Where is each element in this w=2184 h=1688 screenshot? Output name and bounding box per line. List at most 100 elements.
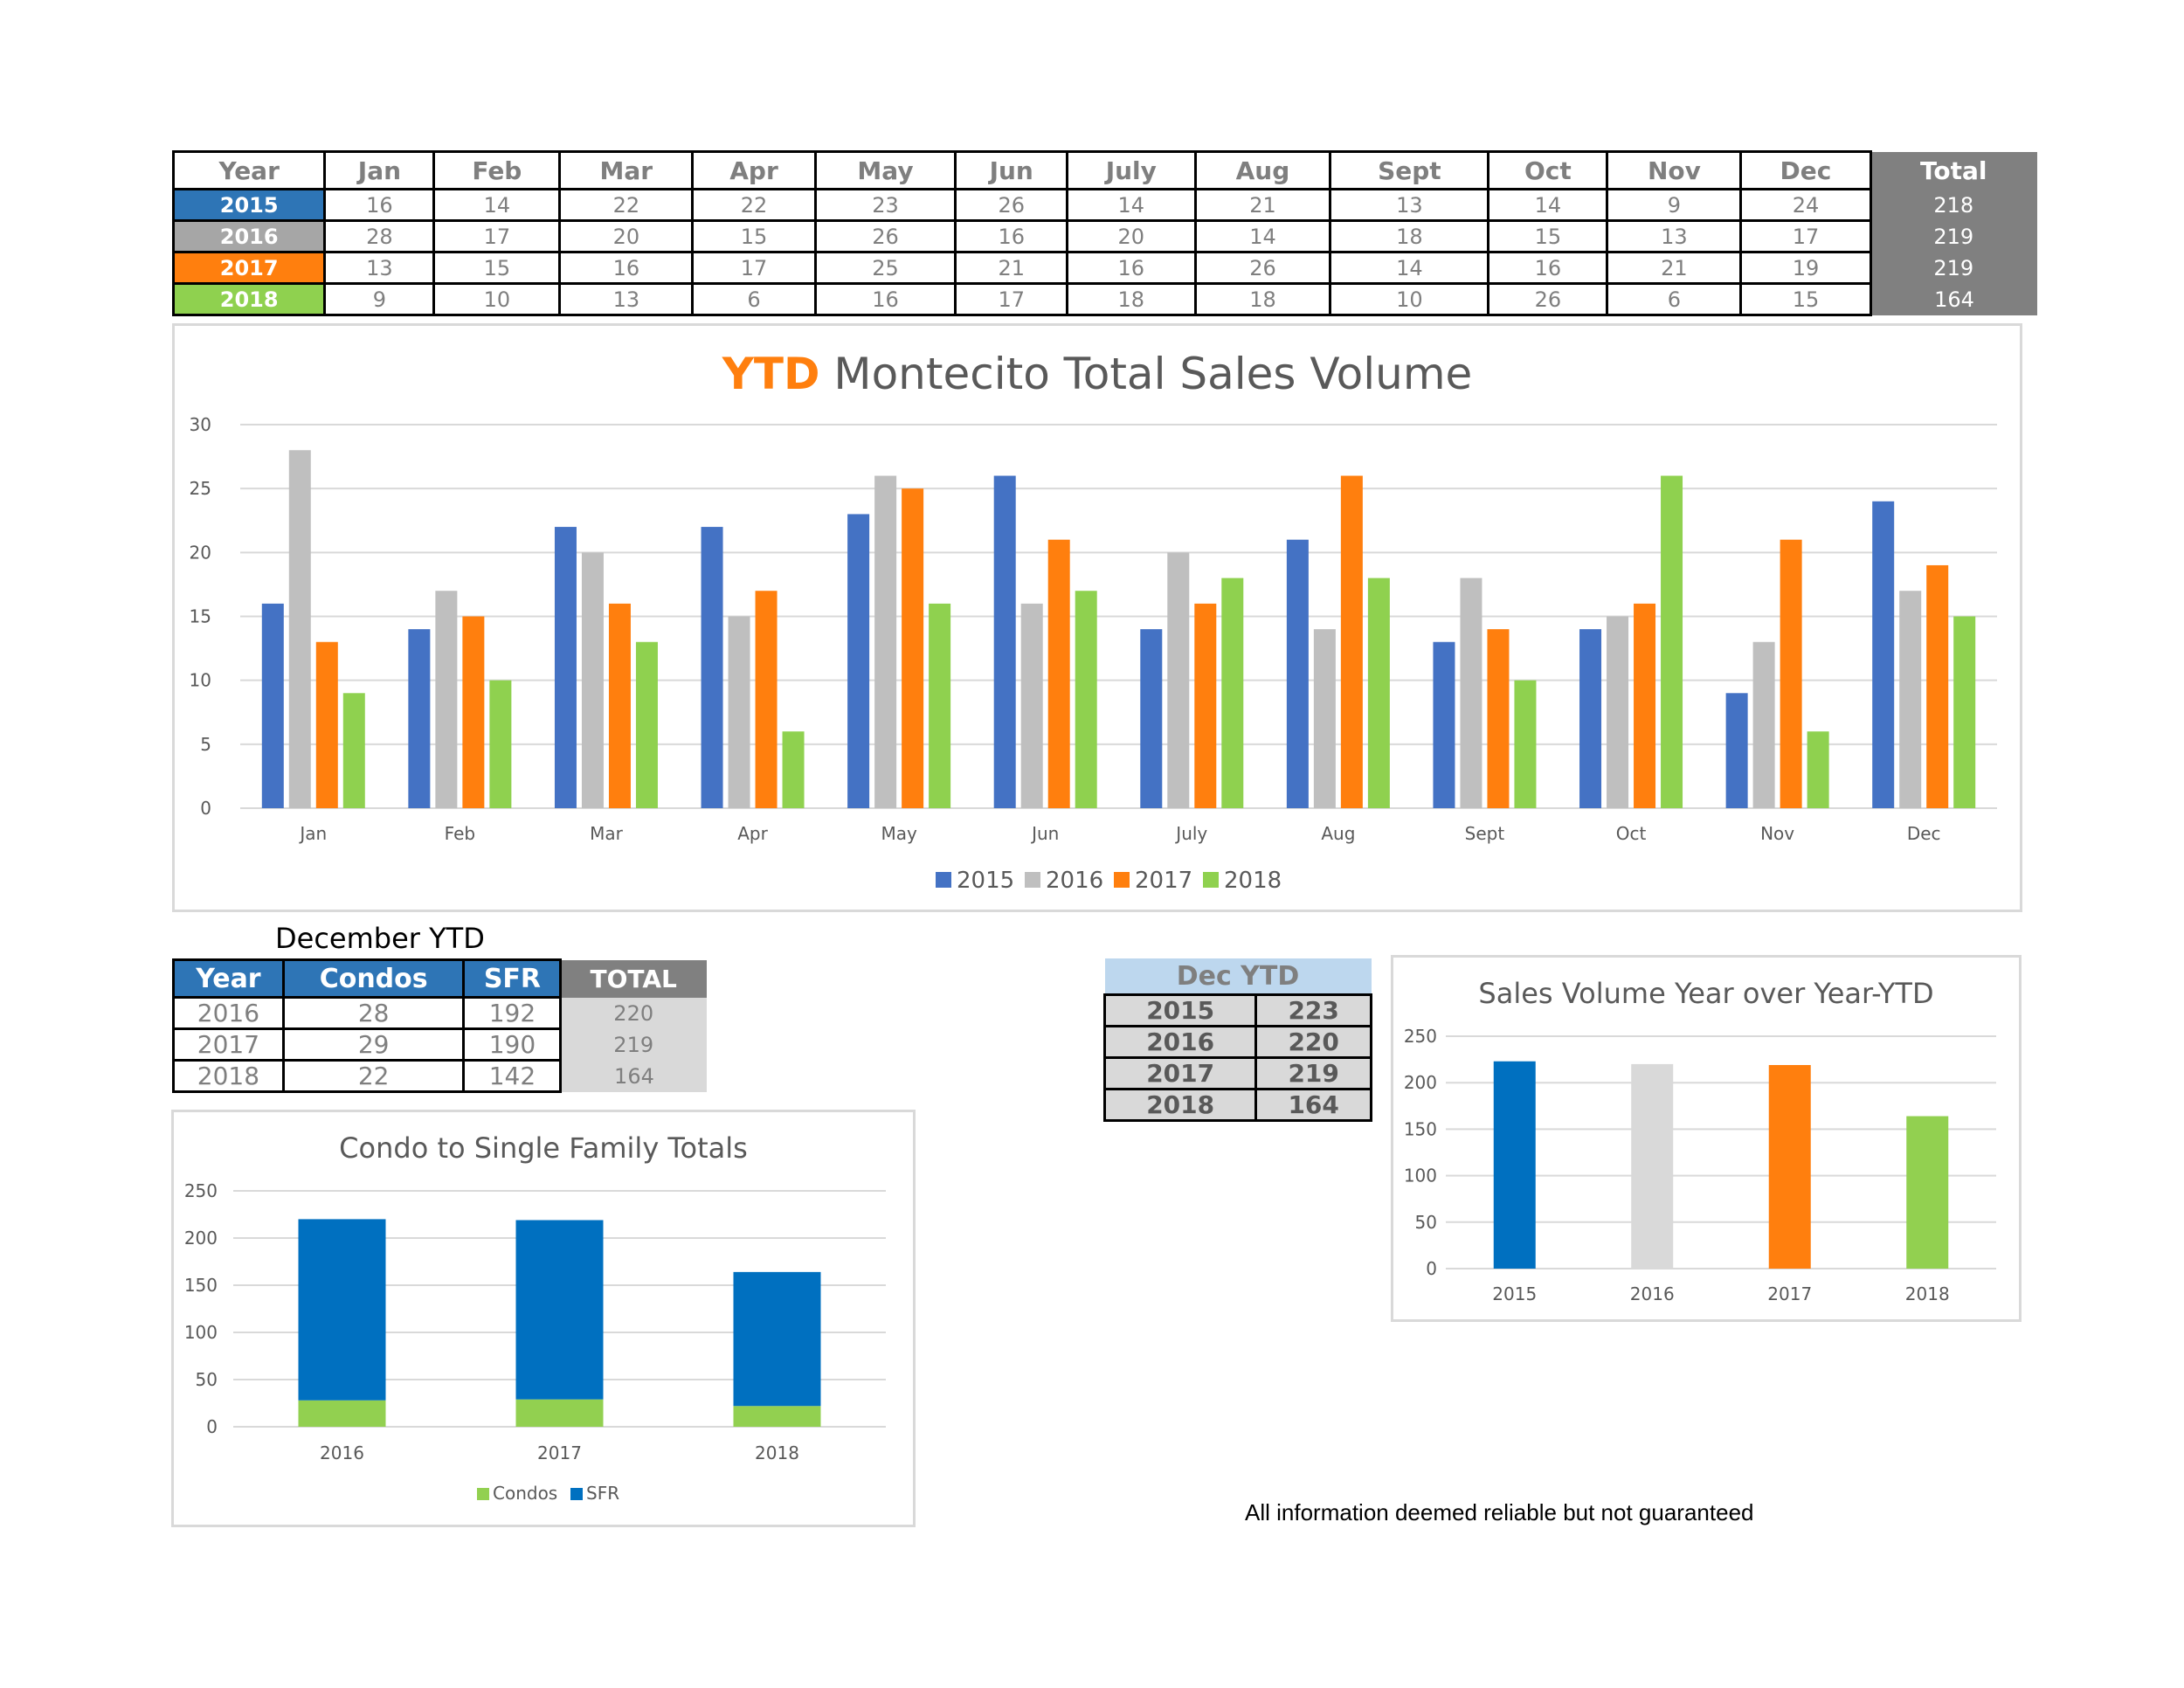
yoy-chart-svg: Sales Volume Year over Year-YTD 0 50 100 150… — [1404, 977, 1996, 1304]
table-header-row: Dec YTD — [1104, 958, 1372, 996]
value-cell: 17 — [432, 219, 562, 253]
header-cell: Sept — [1329, 150, 1490, 190]
x-tick-label: July — [1174, 823, 1207, 844]
table-row: 2016 28 17 20 15 26 16 20 14 18 15 13 17 219 — [171, 219, 2037, 253]
bar-2018-July — [1221, 578, 1244, 808]
header-cell: July — [1066, 150, 1197, 190]
y-tick-label: 20 — [190, 542, 211, 563]
condos-cell: 29 — [281, 1027, 466, 1062]
bar-SFR-2017 — [515, 1220, 604, 1400]
value-cell: 26 — [1193, 251, 1332, 285]
bar-2016-Jun — [1020, 603, 1043, 808]
x-tick-label: 2018 — [755, 1442, 799, 1463]
table-row: 2015 223 — [1102, 993, 1372, 1027]
header-cell: Feb — [432, 150, 562, 190]
condos-cell: 22 — [281, 1059, 466, 1093]
y-tick-label: 0 — [200, 798, 211, 819]
legend-label: 2017 — [1135, 868, 1192, 894]
bar-2017-Jun — [1047, 539, 1070, 808]
y-tick-label: 50 — [196, 1369, 218, 1390]
legend-label: 2015 — [957, 868, 1014, 894]
bar-2015-Aug — [1286, 539, 1309, 808]
bar-2016-Feb — [435, 591, 458, 808]
value-cell: 23 — [813, 188, 957, 222]
table-row: 2017 219 — [1102, 1056, 1372, 1090]
x-tick-label: 2018 — [1905, 1283, 1950, 1304]
value-cell: 6 — [1606, 282, 1743, 316]
bar-2015-Oct — [1579, 629, 1602, 808]
value-cell: 16 — [558, 251, 695, 285]
value-cell: 17 — [1739, 219, 1872, 253]
table-row: 2018 164 — [1102, 1088, 1372, 1122]
value-cell: 13 — [1606, 219, 1743, 253]
bar-Condos-2017 — [515, 1399, 604, 1427]
value-cell: 20 — [558, 219, 695, 253]
chart-title-highlight: YTD — [722, 349, 820, 399]
total-cell: 219 — [1870, 252, 2037, 284]
bar-SFR-2018 — [733, 1271, 821, 1407]
chart-title: YTD Montecito Total Sales Volume — [722, 349, 1473, 399]
table-row: 2018 9 10 13 6 16 17 18 18 10 26 6 15 164 — [171, 282, 2037, 316]
value-cell: 17 — [691, 251, 817, 285]
value-cell: 14 — [1193, 219, 1332, 253]
table-header-row: Year Jan Feb Mar Apr May Jun July Aug Se… — [171, 150, 2037, 190]
legend-swatch — [477, 1488, 489, 1500]
bar-2018-Dec — [1953, 616, 1976, 808]
bar-2017-Apr — [755, 591, 778, 808]
december-ytd-table: Year Condos SFR TOTAL 2016 28 192 220 20… — [172, 958, 708, 1093]
value-cell: 22 — [558, 188, 695, 222]
legend-swatch — [570, 1488, 583, 1500]
bar-2018 — [1906, 1116, 1949, 1269]
x-tick-label: Dec — [1907, 823, 1941, 844]
value-cell: 10 — [1329, 282, 1490, 316]
y-tick-label: 10 — [190, 670, 211, 691]
year-cell: 2018 — [171, 282, 327, 316]
legend-swatch — [936, 872, 951, 888]
year-cell: 2016 — [1102, 1025, 1258, 1059]
total-cell: 219 — [1870, 220, 2037, 253]
y-tick-label: 200 — [1404, 1072, 1437, 1093]
bar-2016-July — [1167, 552, 1190, 808]
bar-2015-Nov — [1725, 693, 1748, 808]
bar-2017-Aug — [1340, 475, 1363, 808]
disclaimer-footnote: All information deemed reliable but not … — [1245, 1499, 1754, 1525]
year-cell: 2016 — [172, 996, 285, 1030]
bar-2018-Aug — [1367, 578, 1390, 808]
value-cell: 13 — [323, 251, 436, 285]
bar-SFR-2016 — [298, 1219, 386, 1401]
value-cell: 6 — [691, 282, 817, 316]
table-row: 2018 22 142 164 — [172, 1059, 707, 1093]
x-tick-label: Sept — [1465, 823, 1505, 844]
year-cell: 2017 — [172, 1027, 285, 1062]
x-tick-label: Oct — [1616, 823, 1647, 844]
x-tick-label: Jan — [298, 823, 327, 844]
bar-2017-Dec — [1926, 564, 1949, 808]
header-cell: Jan — [323, 150, 436, 190]
table-header-row: Year Condos SFR TOTAL — [172, 958, 707, 999]
bar-2017-Feb — [462, 616, 485, 808]
bar-2015-Dec — [1872, 501, 1895, 808]
y-tick-label: 50 — [1415, 1212, 1437, 1233]
total-header-cell: Total — [1870, 151, 2037, 190]
x-tick-label: Mar — [590, 823, 624, 844]
value-cell: 14 — [1329, 251, 1490, 285]
bar-2017-May — [902, 488, 924, 808]
bar-2015-Feb — [408, 629, 431, 808]
value-cell: 26 — [954, 188, 1069, 222]
x-tick-label: May — [881, 823, 917, 844]
value-cell: 26 — [813, 219, 957, 253]
bar-2018-Nov — [1807, 731, 1829, 808]
bar-2018-Jun — [1075, 591, 1097, 808]
year-cell: 2016 — [171, 219, 327, 253]
header-cell: Dec — [1739, 150, 1872, 190]
bar-2015-Jan — [261, 603, 284, 808]
bar-2017-Sept — [1487, 629, 1510, 808]
value-cell: 219 — [1254, 1056, 1372, 1090]
bar-2016-May — [874, 475, 897, 808]
header-cell: Year — [172, 958, 285, 999]
value-cell: 15 — [1739, 282, 1872, 316]
value-cell: 10 — [432, 282, 562, 316]
total-cell: 219 — [560, 1028, 707, 1061]
value-cell: 16 — [813, 282, 957, 316]
bar-2018-Feb — [489, 680, 512, 808]
